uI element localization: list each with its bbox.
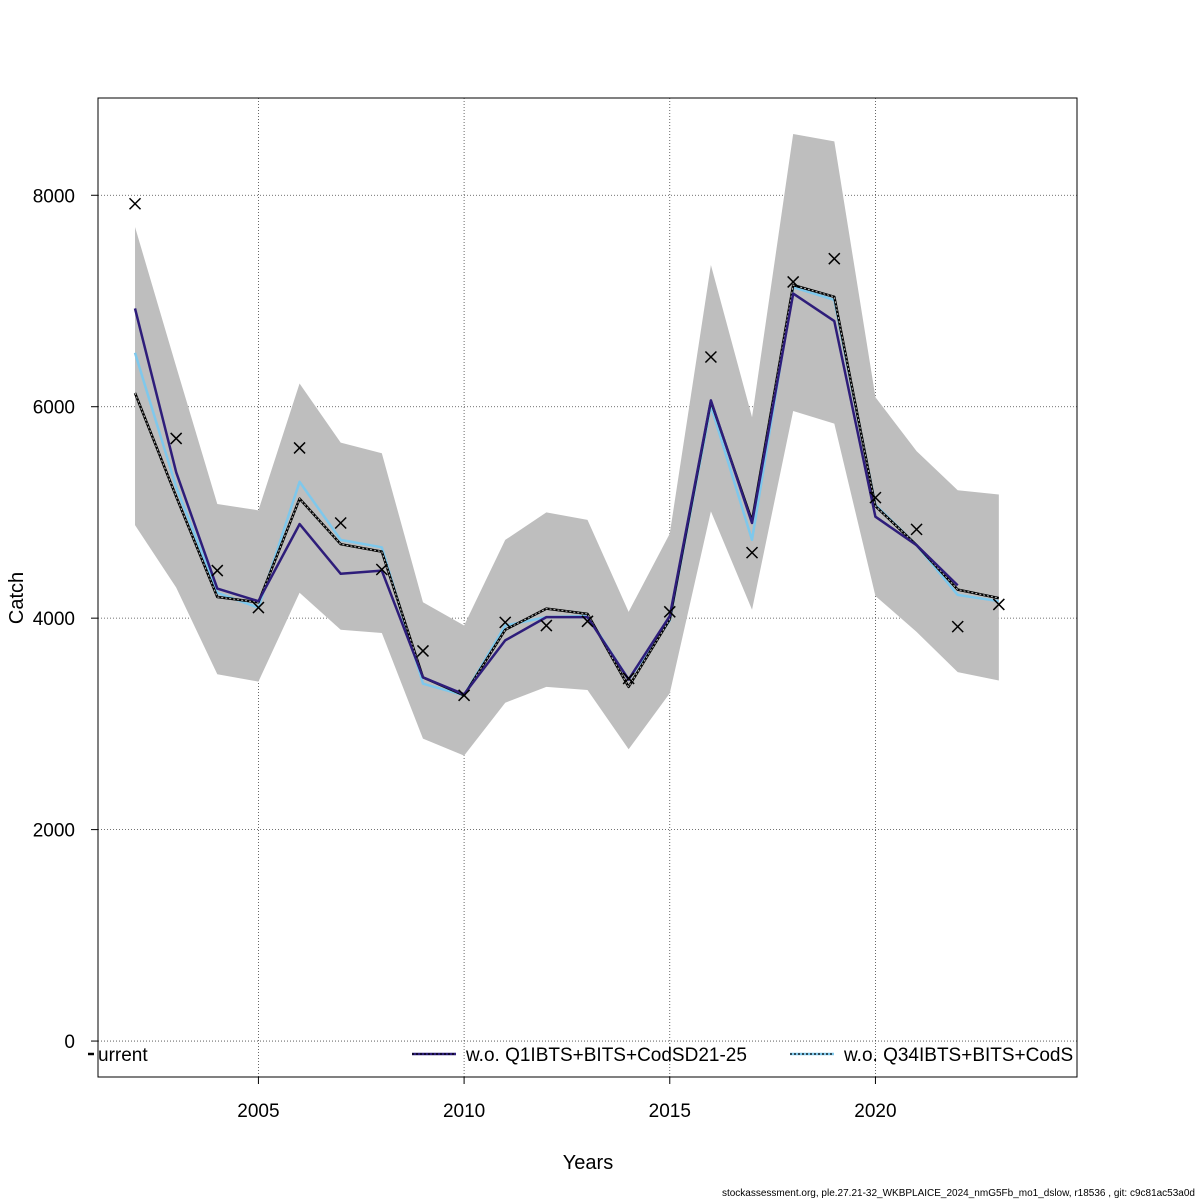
observation-point-2017: [746, 546, 759, 559]
observation-point-2007: [334, 516, 347, 530]
legend-label-q34: w.o. Q34IBTS+BITS+CodS: [843, 1045, 1073, 1066]
observation-point-2014: [622, 672, 635, 685]
y-axis-title: Catch: [6, 572, 28, 624]
observation-point-2011: [499, 616, 512, 629]
y-tick-label-4000: 4000: [33, 609, 75, 630]
x-tick-label-2005: 2005: [237, 1101, 279, 1122]
y-tick-label-6000: 6000: [33, 398, 75, 419]
plot-frame: [97, 97, 1078, 1078]
observation-point-2009: [416, 644, 429, 657]
observation-point-2010: [458, 689, 471, 702]
observation-point-2012: [540, 619, 553, 632]
series-lines: [133, 283, 1000, 697]
observation-points: [128, 197, 1005, 702]
x-tick-label-2015: 2015: [649, 1101, 691, 1122]
observation-point-2018: [787, 275, 800, 288]
series-line-0-dots: [134, 284, 999, 696]
y-tick-label-2000: 2000: [33, 821, 75, 842]
confidence-band: [135, 133, 999, 756]
observation-point-2019: [828, 252, 841, 265]
observation-point-2020: [869, 491, 882, 504]
observation-point-2008: [375, 563, 388, 576]
x-tick-label-2020: 2020: [854, 1101, 896, 1122]
y-tick-label-8000: 8000: [33, 186, 75, 207]
legend-label-current: urrent: [98, 1045, 148, 1066]
footer-credit: stockassessment.org, ple.27.21-32_WKBPLA…: [722, 1188, 1195, 1199]
observation-point-2016: [704, 350, 717, 364]
observation-point-2013: [581, 615, 594, 628]
series-line-1: [133, 292, 959, 696]
observation-point-2005: [252, 601, 265, 614]
observation-point-2002: [128, 197, 142, 210]
y-tick-label-0: 0: [64, 1032, 75, 1053]
legend-label-q1: w.o. Q1IBTS+BITS+CodSD21-25: [465, 1045, 747, 1066]
observation-point-2006: [293, 441, 306, 454]
legend: urrent w.o. Q1IBTS+BITS+CodSD21-25 w.o. …: [88, 1045, 1073, 1066]
observation-point-2003: [170, 432, 183, 445]
observation-point-2022: [951, 620, 964, 633]
observation-point-2004: [211, 564, 224, 577]
y-axis: 0 2000 4000 6000 8000: [33, 186, 98, 1053]
observation-point-2021: [910, 523, 923, 536]
observation-point-2015: [663, 605, 676, 618]
x-axis: 2005 2010 2015 2020: [237, 1077, 897, 1122]
x-axis-title: Years: [563, 1152, 613, 1174]
observation-point-2023: [992, 598, 1005, 611]
x-tick-label-2010: 2010: [443, 1101, 485, 1122]
